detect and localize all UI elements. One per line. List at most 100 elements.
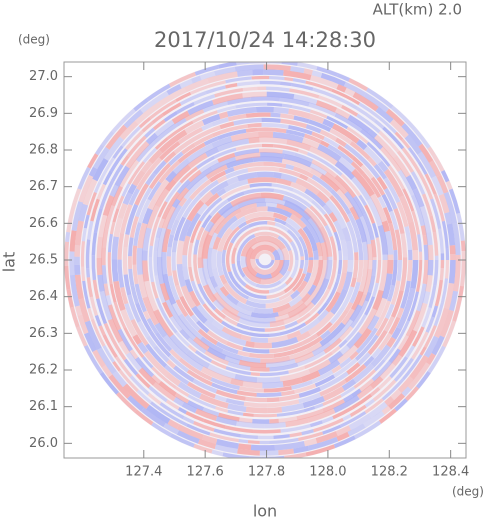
radar-cell (171, 240, 178, 253)
radar-cell (429, 215, 437, 233)
radar-cell (370, 344, 391, 368)
radar-cell (253, 307, 274, 314)
radar-cell (290, 181, 307, 193)
radar-cell (243, 188, 275, 195)
radar-cell (369, 193, 388, 223)
radar-cell (237, 172, 258, 182)
radar-cell (206, 329, 228, 345)
radar-cell (254, 272, 273, 280)
radar-cell (336, 83, 347, 93)
radar-cell (417, 151, 437, 179)
radar-cell (148, 245, 153, 258)
radar-cell (377, 160, 389, 173)
radar-cell (271, 183, 294, 192)
radar-cell (333, 231, 342, 251)
radar-cell (350, 388, 362, 398)
y-tick-label: 26.0 (29, 436, 58, 451)
y-tick-label: 26.8 (29, 143, 58, 158)
radar-cell (112, 370, 127, 388)
radar-cell (214, 308, 227, 320)
radar-cell (134, 283, 147, 313)
radar-cell (347, 259, 354, 273)
radar-cell (154, 275, 166, 304)
radar-cell (109, 221, 116, 235)
radar-cell (227, 361, 251, 371)
radar-cell (298, 276, 316, 299)
y-tick-label: 26.5 (29, 253, 58, 268)
radar-cell (427, 345, 446, 374)
radar-cell (74, 245, 81, 257)
radar-cell (285, 129, 306, 138)
radar-cell (165, 170, 178, 183)
radar-cell (304, 312, 320, 326)
radar-cell (303, 68, 313, 76)
radar-cell (448, 188, 461, 214)
radar-cell (309, 162, 328, 176)
radar-cell (283, 268, 304, 294)
radar-cell (145, 172, 157, 186)
radar-cell (412, 188, 425, 208)
radar-cell (278, 167, 301, 178)
radar-cell (311, 370, 334, 384)
radar-cell (460, 240, 466, 252)
radar-cell (149, 99, 177, 120)
radar-cell (380, 146, 402, 173)
radar-cell (396, 299, 413, 330)
radar-cell (370, 239, 377, 258)
radar-cell (396, 307, 405, 319)
radar-cell (132, 245, 138, 265)
radar-cell (405, 345, 416, 359)
radar-cell (415, 179, 426, 195)
radar-cell (270, 112, 281, 118)
radar-cell (142, 207, 153, 225)
radar-cell (190, 280, 198, 291)
y-axis-label: lat (0, 252, 19, 273)
radar-cell (137, 320, 150, 339)
radar-cell (340, 173, 362, 197)
radar-cell (271, 336, 299, 349)
radar-cell (159, 282, 170, 302)
radar-cell (410, 259, 419, 289)
radar-cell (135, 140, 157, 163)
radar-cell (199, 197, 223, 222)
radar-cell (330, 189, 352, 215)
radar-cell (206, 346, 227, 361)
radar-cell (388, 222, 398, 251)
radar-cell (438, 193, 450, 214)
radar-cell (297, 350, 326, 367)
radar-cell (256, 376, 281, 384)
radar-cell (237, 221, 247, 229)
radar-cell (420, 225, 427, 236)
radar-cell (337, 144, 355, 160)
radar-cell (186, 423, 211, 436)
radar-cell (351, 364, 367, 378)
radar-cell (279, 369, 311, 383)
radar-cell (133, 103, 143, 112)
radar-cell (217, 202, 234, 216)
radar-cell (320, 140, 330, 148)
radar-cell (180, 285, 196, 309)
radar-cell (176, 430, 200, 444)
radar-cell (196, 226, 205, 241)
radar-cell (143, 350, 169, 377)
radar-cell (366, 198, 384, 227)
radar-cell (433, 193, 445, 222)
radar-cell (138, 367, 157, 386)
radar-cell (304, 188, 327, 208)
radar-cell (123, 109, 144, 129)
radar-cell (123, 358, 139, 376)
radar-cell (300, 370, 321, 383)
radar-cell (256, 206, 268, 212)
radar-cell (341, 104, 359, 117)
radar-cell (122, 192, 133, 206)
radar-cell (70, 306, 80, 328)
radar-cell (302, 395, 325, 409)
radar-cell (225, 242, 234, 273)
radar-cell (201, 233, 213, 259)
radar-cell (105, 124, 128, 150)
radar-cell (147, 198, 158, 211)
radar-cell (207, 363, 236, 380)
radar-cell (117, 232, 125, 260)
radar-cell (311, 70, 323, 78)
radar-cell (389, 119, 409, 139)
